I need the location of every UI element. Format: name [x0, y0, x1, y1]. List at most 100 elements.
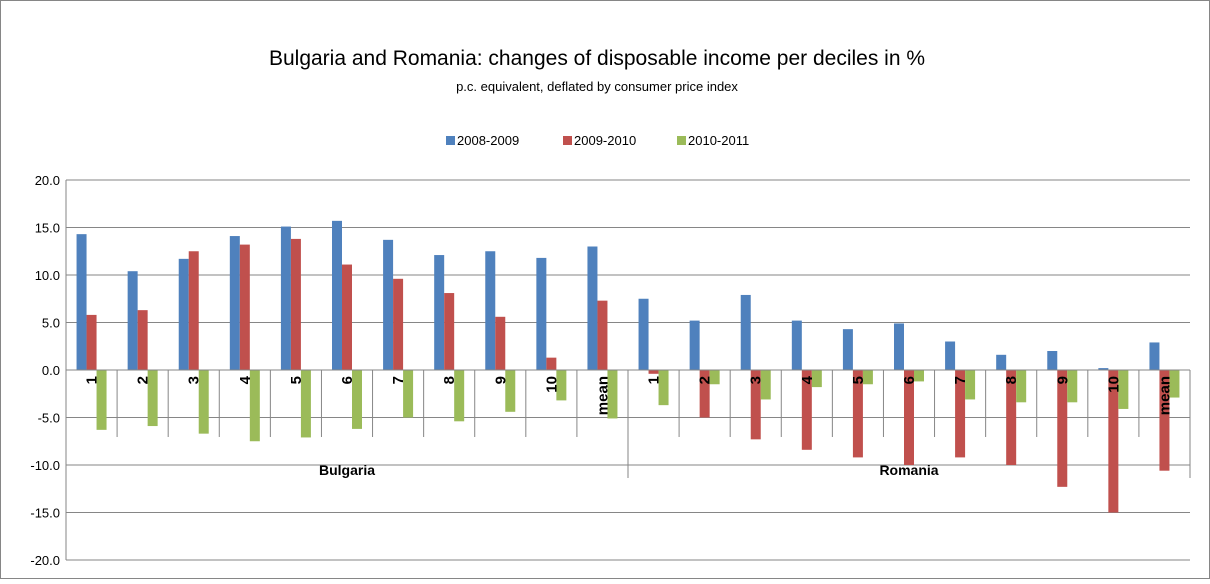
bar-2008-2009: [689, 320, 700, 370]
bar-2010-2011: [198, 370, 209, 434]
bar-2008-2009: [536, 257, 547, 370]
group-label-Romania: Romania: [879, 462, 938, 478]
bar-2008-2009: [178, 258, 189, 370]
x-tick-label: 10: [543, 376, 560, 393]
bar-2009-2010: [290, 238, 301, 370]
bar-2009-2010: [495, 316, 506, 370]
bar-2008-2009: [791, 320, 802, 370]
bar-2008-2009: [280, 226, 291, 370]
y-tick-label: 10.0: [35, 268, 60, 283]
bar-2008-2009: [1098, 368, 1109, 370]
legend-swatch-2009-2010: [563, 136, 572, 145]
x-tick-label: 4: [799, 375, 816, 384]
bar-2010-2011: [658, 370, 669, 406]
x-tick-label: 1: [84, 376, 101, 384]
x-tick-label: 2: [135, 376, 152, 384]
bar-2009-2010: [137, 310, 148, 370]
x-tick-label: 7: [952, 376, 969, 384]
group-label-Bulgaria: Bulgaria: [319, 462, 375, 478]
bar-2009-2010: [648, 370, 659, 374]
bar-2008-2009: [1047, 351, 1058, 370]
bar-2009-2010: [955, 370, 966, 458]
bar-2008-2009: [127, 271, 138, 370]
bar-2008-2009: [383, 239, 394, 370]
y-tick-label: 5.0: [42, 316, 60, 331]
bar-2008-2009: [740, 294, 751, 370]
bar-2009-2010: [801, 370, 812, 450]
legend-label-2008-2009: 2008-2009: [457, 133, 519, 148]
bar-2008-2009: [638, 298, 649, 370]
bar-2008-2009: [894, 323, 904, 370]
bar-2009-2010: [188, 251, 199, 370]
bar-2010-2011: [1118, 370, 1129, 409]
x-tick-label: 3: [748, 376, 765, 384]
legend: 2008-2009 2009-2010 2010-2011: [446, 133, 749, 148]
bar-2008-2009: [1149, 342, 1160, 370]
bar-2010-2011: [862, 370, 873, 385]
bar-2009-2010: [904, 370, 914, 465]
x-tick-label: 1: [646, 376, 663, 384]
chart-title: Bulgaria and Romania: changes of disposa…: [269, 47, 925, 70]
bar-2010-2011: [709, 370, 720, 385]
bar-2009-2010: [1057, 370, 1068, 487]
bar-2010-2011: [607, 370, 618, 419]
legend-label-2009-2010: 2009-2010: [574, 133, 636, 148]
x-tick-label: mean: [1156, 376, 1173, 415]
x-tick-label: 4: [237, 375, 254, 384]
x-tick-label: 2: [697, 376, 714, 384]
bar-2008-2009: [485, 251, 496, 370]
x-tick-label: 6: [901, 376, 918, 384]
bar-2009-2010: [1108, 370, 1119, 513]
bar-2010-2011: [914, 370, 924, 382]
y-tick-label: 20.0: [35, 173, 60, 188]
bar-2008-2009: [996, 354, 1007, 370]
bar-2008-2009: [587, 246, 598, 370]
x-tick-label: 8: [1003, 376, 1020, 384]
bar-2008-2009: [332, 220, 342, 370]
bar-2010-2011: [403, 370, 414, 418]
y-tick-label: -20.0: [30, 553, 60, 568]
bar-2010-2011: [96, 370, 107, 430]
legend-label-2010-2011: 2010-2011: [688, 133, 749, 148]
bar-2010-2011: [811, 370, 822, 388]
bars: [76, 220, 1180, 513]
bar-2009-2010: [342, 264, 352, 370]
y-tick-label: 0.0: [42, 363, 60, 378]
bar-2010-2011: [147, 370, 158, 427]
bar-2010-2011: [300, 370, 311, 438]
x-tick-label: 3: [186, 376, 203, 384]
bar-2009-2010: [699, 370, 710, 418]
bar-2009-2010: [86, 314, 97, 370]
x-tick-label: 9: [492, 376, 509, 384]
x-tick-label: 10: [1105, 376, 1122, 393]
x-tick-label: 5: [850, 376, 867, 384]
bar-2010-2011: [505, 370, 516, 412]
y-tick-label: -10.0: [30, 458, 60, 473]
x-tick-label: mean: [594, 376, 611, 415]
x-tick-label: 9: [1054, 376, 1071, 384]
x-tick-label: 7: [390, 376, 407, 384]
x-tick-label: 8: [441, 376, 458, 384]
bar-2010-2011: [760, 370, 771, 400]
legend-swatch-2010-2011: [677, 136, 686, 145]
x-tick-label: 5: [288, 376, 305, 384]
bar-2010-2011: [965, 370, 976, 400]
bar-2010-2011: [352, 370, 362, 429]
bar-2008-2009: [842, 329, 853, 370]
bar-2009-2010: [1159, 370, 1170, 471]
bar-2008-2009: [229, 236, 240, 370]
bar-2010-2011: [454, 370, 465, 422]
bar-2009-2010: [1006, 370, 1017, 465]
bar-2010-2011: [1169, 370, 1180, 398]
bar-2010-2011: [1016, 370, 1027, 403]
y-tick-label: -15.0: [30, 506, 60, 521]
x-axis: 1 2 3 4 5 6 7 8 9 10 mean 1 2 3 4 5 6 7 8 9 10 mean Bulgaria Ro…: [65, 369, 1191, 478]
bar-2009-2010: [597, 300, 608, 370]
bar-2009-2010: [444, 293, 455, 370]
bar-2009-2010: [852, 370, 863, 458]
legend-swatch-2008-2009: [446, 136, 455, 145]
bar-2010-2011: [556, 370, 567, 401]
